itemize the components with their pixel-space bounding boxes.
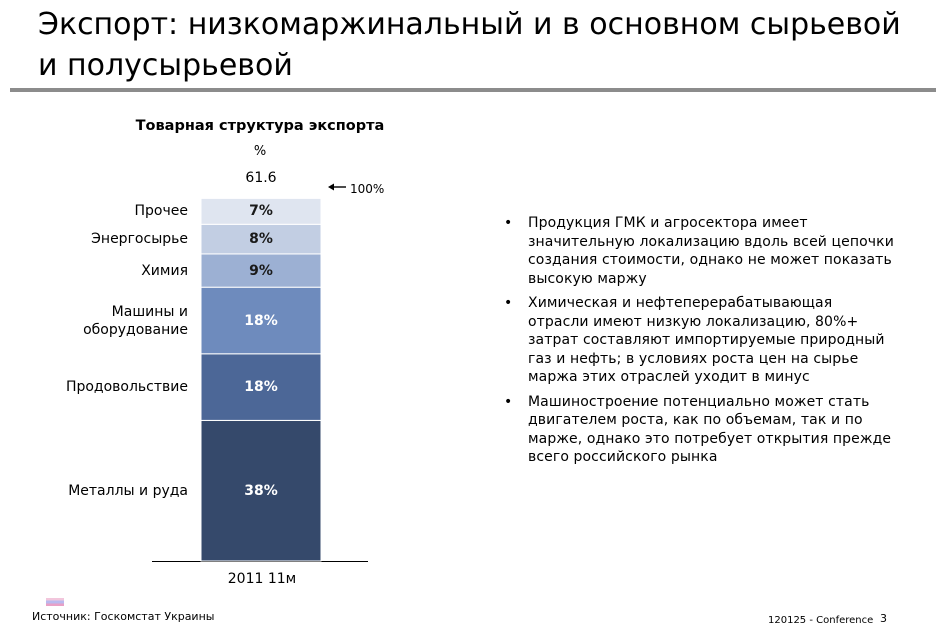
chart-title: Товарная структура экспорта	[135, 118, 385, 134]
bar-segment	[200, 419, 322, 562]
bullet-marker: •	[504, 393, 513, 410]
slide-title: Экспорт: низкомаржинальный и в основном …	[38, 7, 901, 83]
bullet-text: Продукция ГМК и агросектора имеет значит…	[528, 215, 894, 287]
bullet-item: • Машиностроение потенциально может стать…	[504, 393, 896, 467]
data-label: 9%	[249, 262, 273, 279]
bullet-list: • Продукция ГМК и агросектора имеет значи…	[504, 214, 896, 473]
bullet-marker: •	[504, 295, 513, 311]
total-value-label: 61.6	[245, 170, 277, 186]
category-label: Продовольствие	[65, 379, 188, 396]
bar-segment	[200, 197, 322, 225]
data-label: 18%	[244, 312, 278, 329]
footer-code: 120125 - Conference	[768, 615, 874, 626]
chart-unit: %	[253, 144, 267, 159]
bar-segment	[200, 253, 322, 288]
source-note: Источник: Госкомстат Украины	[32, 610, 215, 623]
bullet-text: Химическая и нефтеперерабатывающая отрас…	[528, 295, 885, 385]
data-label: 38%	[244, 482, 278, 499]
bar-segment	[200, 353, 322, 421]
category-label: Прочее	[134, 203, 188, 220]
flag-icon	[46, 598, 64, 606]
bar-segment	[200, 286, 322, 355]
category-label: Металлы и руда	[68, 482, 188, 499]
category-label: Энергосырье	[91, 231, 188, 248]
category-label: Химия	[141, 262, 188, 279]
data-label: 18%	[244, 379, 278, 396]
bullet-item: • Химическая и нефтеперерабатывающая отра…	[504, 294, 896, 387]
page-number: 3	[880, 612, 887, 625]
bullet-item: • Продукция ГМК и агросектора имеет значи…	[504, 214, 896, 288]
total-reference-label: 100%	[350, 182, 385, 196]
bullet-marker: •	[504, 215, 513, 231]
bullet-text: Машиностроение потенциально может стать …	[528, 393, 892, 466]
data-label: 8%	[249, 231, 273, 248]
data-label: 7%	[249, 203, 273, 220]
x-tick-label: 2011 11м	[227, 571, 297, 587]
title-divider	[10, 88, 936, 92]
bar-segment	[200, 223, 322, 255]
category-label: Машины и оборудование	[83, 303, 188, 338]
left-arrow-icon	[328, 183, 346, 191]
